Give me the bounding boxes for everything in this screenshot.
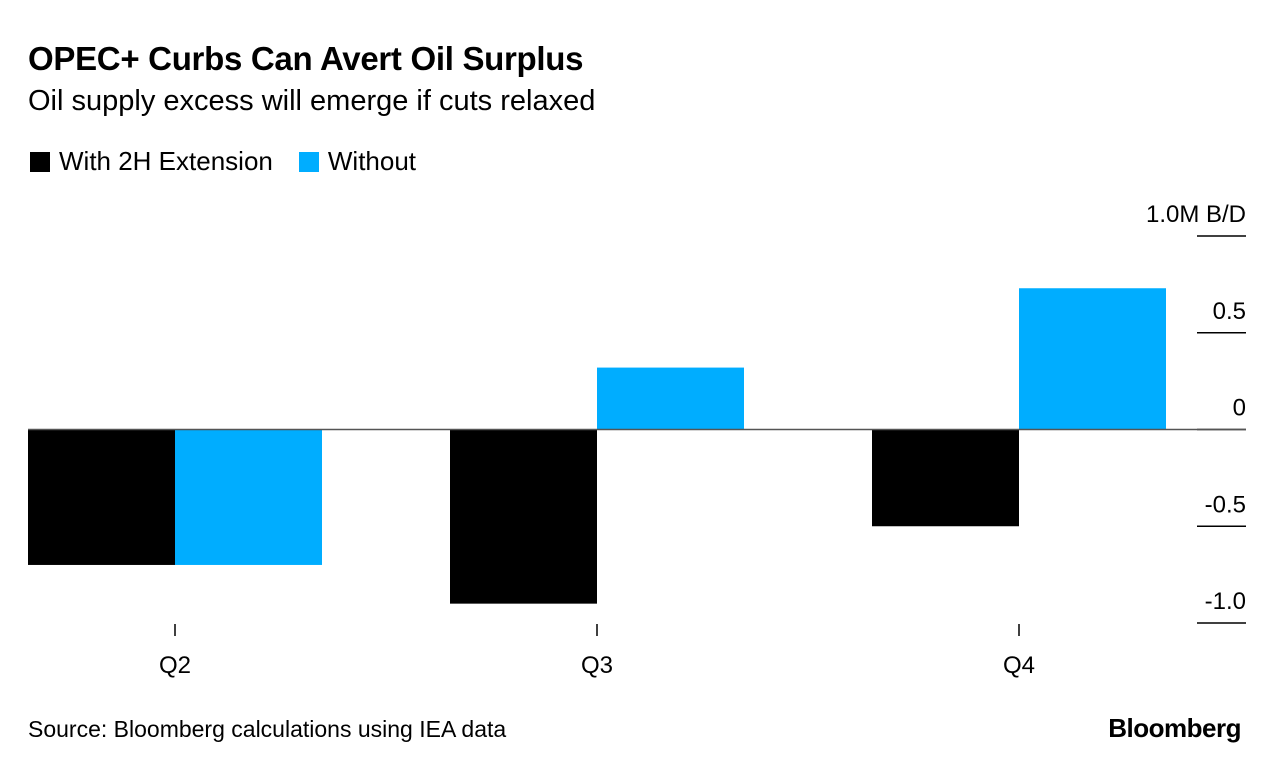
x-tick-label: Q4 <box>1003 652 1035 679</box>
x-tick-label: Q3 <box>581 652 613 679</box>
source-note: Source: Bloomberg calculations using IEA… <box>28 716 507 742</box>
legend-label-with-extension: With 2H Extension <box>59 146 273 176</box>
legend-item-without: Without <box>298 146 417 177</box>
bar-without-q2 <box>175 429 322 565</box>
bar-without-q3 <box>597 367 744 430</box>
y-tick-label: 1.0M B/D <box>1146 201 1246 228</box>
legend-label-without: Without <box>327 146 417 176</box>
y-tick-label: -1.0 <box>1205 588 1246 615</box>
y-tick-label: 0.5 <box>1213 298 1246 325</box>
bar-with-extension-q2 <box>28 429 175 565</box>
bar-with-extension-q4 <box>872 429 1019 527</box>
legend-swatch-without <box>298 151 319 172</box>
legend-swatch-with-extension <box>30 151 50 172</box>
y-tick-label: -0.5 <box>1205 491 1246 518</box>
chart-subtitle: Oil supply excess will emerge if cuts re… <box>28 85 596 117</box>
chart-title: OPEC+ Curbs Can Avert Oil Surplus <box>28 40 584 77</box>
bloomberg-logo: Bloomberg <box>1108 713 1241 743</box>
x-tick-label: Q2 <box>159 652 191 679</box>
y-tick-label: 0 <box>1233 395 1246 422</box>
bar-with-extension-q3 <box>450 429 597 604</box>
legend-item-with-extension: With 2H Extension <box>30 146 273 177</box>
bar-without-q4 <box>1019 288 1166 430</box>
legend: With 2H Extension Without <box>30 146 442 177</box>
